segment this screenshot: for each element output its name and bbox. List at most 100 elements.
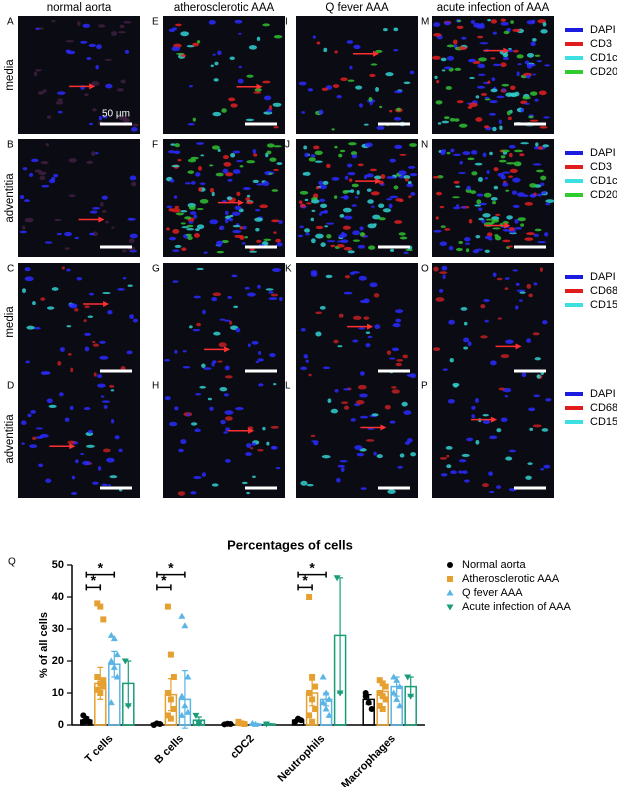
- micrograph-texture: [33, 20, 139, 132]
- panel-letter: D: [7, 381, 14, 392]
- cell: [42, 89, 47, 93]
- cell: [389, 158, 396, 163]
- cell: [92, 108, 97, 112]
- cell: [119, 24, 125, 29]
- cell: [403, 81, 411, 85]
- cell: [306, 483, 314, 487]
- cell: [488, 112, 497, 116]
- cell: [70, 367, 74, 373]
- cell: [196, 224, 205, 230]
- cell: [124, 49, 130, 54]
- cell: [347, 172, 356, 176]
- cell: [70, 491, 78, 495]
- cell: [452, 39, 458, 45]
- cell: [469, 76, 475, 79]
- cell: [101, 210, 107, 213]
- cell: [529, 194, 536, 198]
- cell: [514, 149, 523, 153]
- cell: [27, 413, 32, 418]
- cell: [442, 274, 446, 280]
- cell: [173, 150, 181, 155]
- cell: [122, 117, 130, 123]
- significance-label: *: [98, 559, 104, 575]
- data-point: [309, 674, 316, 680]
- cell: [490, 57, 496, 60]
- cell: [540, 29, 548, 34]
- cell: [343, 215, 353, 220]
- cell: [351, 204, 357, 207]
- cell: [488, 471, 494, 476]
- cell: [369, 168, 377, 172]
- cell: [363, 123, 369, 126]
- cell: [471, 171, 478, 176]
- cell: [508, 47, 512, 51]
- cell: [190, 211, 197, 215]
- cell: [511, 190, 518, 195]
- cell: [184, 216, 192, 220]
- legend-label: CD15: [590, 416, 617, 428]
- cell: [31, 158, 39, 163]
- legend-label: CD68: [590, 285, 617, 297]
- cell: [359, 415, 369, 419]
- cell: [484, 249, 490, 253]
- cell: [102, 115, 108, 119]
- cell: [537, 146, 543, 150]
- cell: [100, 201, 104, 207]
- cell: [433, 22, 441, 28]
- cell: [389, 109, 393, 113]
- cell: [500, 18, 506, 22]
- cell: [433, 33, 442, 37]
- cell: [312, 35, 316, 39]
- cell: [187, 158, 197, 163]
- cell: [99, 340, 106, 344]
- cell: [493, 167, 499, 172]
- cell: [35, 427, 43, 430]
- cell: [352, 339, 359, 343]
- cell: [492, 126, 497, 132]
- cell: [258, 383, 264, 387]
- cell: [242, 187, 251, 191]
- cell: [249, 250, 258, 253]
- cell: [458, 46, 467, 51]
- cell: [325, 222, 335, 225]
- cell: [534, 98, 539, 102]
- cell: [360, 487, 367, 491]
- cell: [347, 250, 355, 254]
- cell: [492, 272, 497, 278]
- row-label: media: [4, 306, 16, 338]
- cell: [479, 202, 487, 206]
- cell: [486, 170, 490, 175]
- cell: [92, 207, 101, 210]
- cell: [193, 214, 198, 219]
- cell: [348, 142, 357, 146]
- cell: [174, 244, 182, 248]
- cell: [534, 357, 541, 361]
- cell: [529, 119, 539, 122]
- cell: [221, 108, 227, 113]
- cell: [132, 318, 138, 323]
- cell: [509, 168, 518, 173]
- cell: [247, 343, 251, 348]
- cell: [484, 98, 491, 101]
- cell: [22, 167, 28, 171]
- cell: [386, 350, 392, 356]
- cell: [467, 341, 472, 347]
- cell: [35, 27, 40, 30]
- cell: [56, 91, 66, 95]
- scale-label: 50 µm: [102, 109, 130, 120]
- cell: [439, 271, 448, 275]
- cell: [478, 177, 483, 183]
- cell: [314, 160, 323, 163]
- cell: [234, 19, 243, 24]
- cell: [258, 351, 262, 356]
- y-tick-label: 40: [52, 591, 64, 603]
- cell: [358, 327, 366, 330]
- cell: [476, 85, 486, 89]
- cell: [234, 205, 242, 210]
- panel-letter: N: [421, 140, 428, 151]
- cell: [500, 62, 507, 68]
- cell: [174, 143, 180, 148]
- cell: [369, 282, 378, 288]
- cell: [463, 321, 468, 326]
- cell: [100, 395, 105, 398]
